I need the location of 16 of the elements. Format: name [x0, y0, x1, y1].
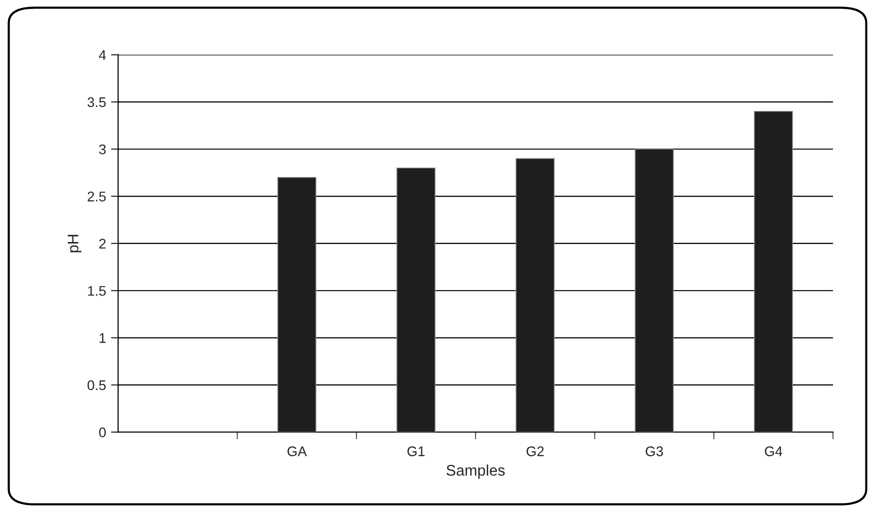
y-tick-label: 1.5: [88, 286, 106, 296]
y-tick-label: 2: [99, 238, 106, 248]
y-tick-label: 1: [100, 333, 106, 343]
y-axis-title: pH: [68, 234, 82, 252]
y-tick-label: 2.5: [88, 192, 106, 202]
y-tick-label: 0.5: [88, 380, 106, 390]
y-tick-label: 0: [99, 427, 106, 438]
x-axis-title: Samples: [446, 464, 505, 479]
y-tick-label: 3: [99, 144, 106, 154]
y-tick-label: 3.5: [88, 97, 106, 108]
x-tick-label: G2: [526, 446, 544, 456]
y-tick-label: 4: [98, 50, 106, 60]
x-tick-label: G4: [764, 446, 782, 456]
x-tick-label: GA: [288, 446, 307, 456]
x-tick-label: G3: [646, 446, 663, 456]
x-tick-label: G1: [407, 446, 425, 456]
